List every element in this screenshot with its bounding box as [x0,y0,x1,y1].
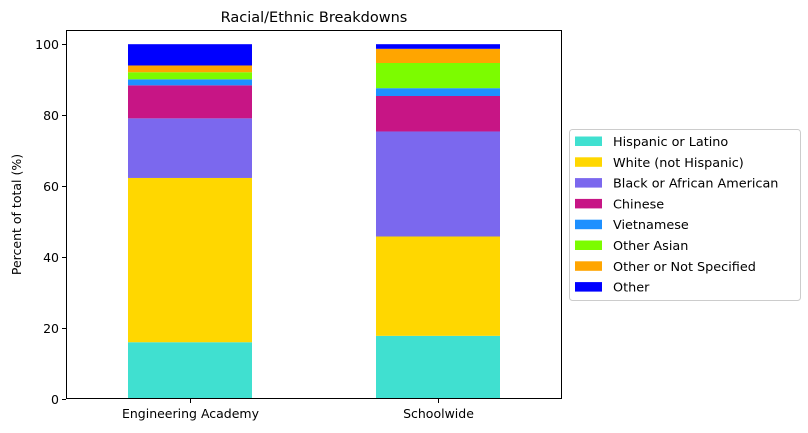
legend-swatch-vietnamese [575,219,602,230]
y-tick-label: 60 [43,179,59,194]
chart-title: Racial/Ethnic Breakdowns [221,10,408,26]
y-tick-label: 40 [43,250,59,265]
plot-frame [66,30,562,399]
bar-segment-vietnamese [128,79,252,86]
bar-segment-other [128,44,252,66]
legend-swatch-other [575,282,602,292]
bar-segment-chinese [128,85,252,119]
legend: Hispanic or Latino White (not Hispanic) Bl… [569,129,801,301]
legend-swatch-black-or-african-american [575,178,602,188]
bar-segment-other-or-not-specified [376,48,500,63]
legend-label-other-or-not-specified: Other or Not Specified [613,260,756,275]
legend-label-black-or-african-american: Black or African American [613,177,778,192]
y-axis-title: Percent of total (%) [9,154,24,275]
bar-segment-white-not-hispanic [128,177,252,343]
legend-label-other-asian: Other Asian [613,239,688,254]
legend-swatch-other-asian [575,240,602,250]
x-axis: Engineering Academy Schoolwide [122,399,474,421]
legend-swatch-chinese [575,198,602,209]
bars-layer [128,44,500,399]
y-axis: 0 20 40 60 80 100 [35,37,66,407]
bar-segment-other-or-not-specified [128,65,252,73]
y-tick-label: 0 [51,392,59,407]
bar-segment-chinese [376,95,500,132]
bar-segment-black-or-african-american [128,118,252,178]
y-tick-label: 20 [43,321,59,336]
legend-label-chinese: Chinese [613,197,664,212]
bar-segment-white-not-hispanic [376,236,500,336]
bar-segment-black-or-african-american [376,131,500,237]
y-tick-label: 100 [35,37,59,52]
y-tick-label: 80 [43,108,59,123]
bar-segment-other-asian [376,62,500,89]
legend-swatch-other-or-not-specified [575,261,602,271]
legend-label-hispanic-or-latino: Hispanic or Latino [613,135,728,150]
bar-segment-vietnamese [376,88,500,96]
bar-segment-other-asian [128,72,252,80]
legend-label-white-not-hispanic: White (not Hispanic) [613,156,744,171]
legend-label-other: Other [613,281,650,296]
legend-label-vietnamese: Vietnamese [613,218,689,233]
legend-box [569,129,801,301]
bar-segment-other [376,44,500,49]
x-tick-label: Engineering Academy [122,406,260,421]
legend-swatch-hispanic-or-latino [575,136,602,146]
bar-segment-hispanic-or-latino [376,335,500,399]
x-tick-label: Schoolwide [403,406,474,421]
bar-segment-hispanic-or-latino [128,342,252,399]
legend-swatch-white-not-hispanic [575,157,602,167]
